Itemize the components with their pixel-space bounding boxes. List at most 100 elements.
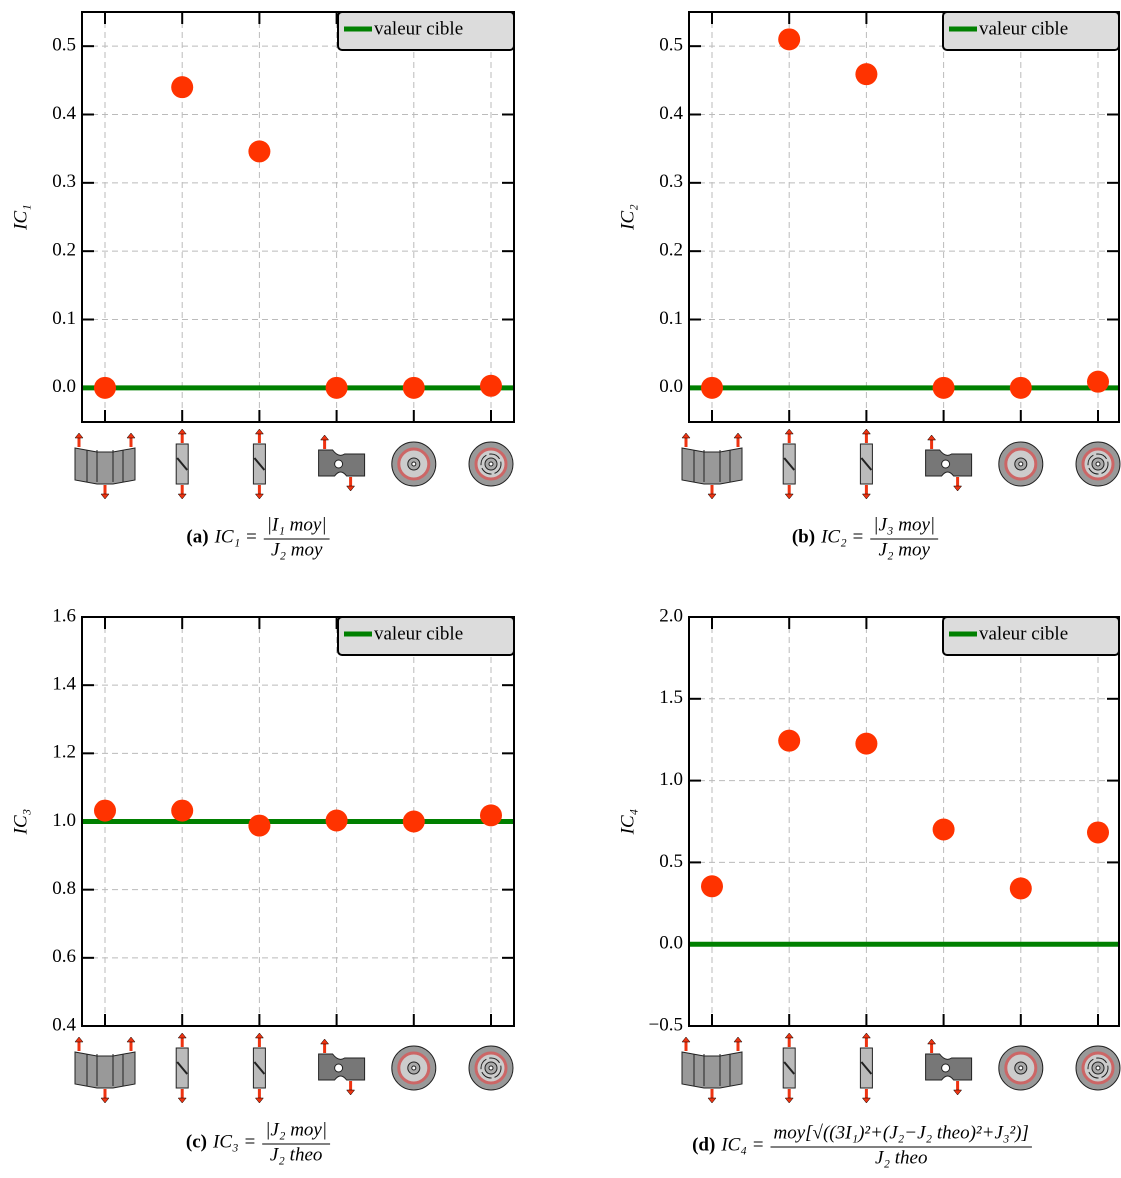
point [248, 814, 271, 837]
category-icon [859, 1032, 873, 1104]
caption-denominator: J₂ theo [875, 1147, 928, 1168]
caption-label: (a) [186, 526, 208, 547]
caption-numerator: |J₂ moy| [265, 1119, 327, 1140]
category-icon [391, 441, 437, 487]
category-icon [681, 1036, 743, 1104]
legend-label: valeur cible [374, 623, 463, 644]
category-icon [1075, 1045, 1121, 1091]
icon-line [860, 457, 873, 471]
icon-hole [488, 461, 494, 467]
y-axis-label: IC₂ [617, 204, 638, 231]
icon-hole [334, 1063, 344, 1073]
y-tick-label: 1.4 [52, 674, 76, 695]
point [171, 76, 194, 99]
icon-hole [411, 461, 417, 467]
category-icon [782, 1032, 796, 1104]
caption-denominator: J₂ moy [878, 539, 930, 560]
icon-arrow-head [177, 428, 187, 435]
caption-label: (d) [692, 1134, 715, 1155]
point [701, 376, 723, 399]
legend-box [337, 616, 515, 656]
y-tick-label: 1.0 [52, 810, 76, 831]
point [325, 809, 348, 832]
y-tick-label: 0.5 [659, 851, 683, 872]
icon-ring [480, 453, 502, 475]
caption-numerator: |I₁ moy| [267, 514, 327, 535]
icon-hole [941, 459, 951, 469]
icon-arrow-head [861, 1097, 871, 1104]
caption-denominator: J₂ moy [271, 539, 323, 560]
icon-arrow-head [74, 1036, 84, 1043]
legend-label: valeur cible [979, 623, 1068, 644]
category-icon [468, 441, 514, 487]
category-icon [74, 1036, 136, 1104]
y-tick-label: 0.0 [659, 933, 683, 954]
y-tick-label: 0.4 [52, 1014, 76, 1035]
y-tick-label: 0.3 [52, 171, 76, 192]
icon-arrow-head [320, 1038, 330, 1045]
icon-line [176, 1061, 188, 1075]
icon-arrow-head [100, 493, 110, 500]
legend-label: valeur cible [979, 18, 1068, 39]
category-icon [252, 428, 266, 500]
category-icon [391, 1045, 437, 1091]
icon-line [783, 457, 795, 471]
y-tick-label: 0.2 [659, 240, 683, 261]
icon-ring [1087, 1057, 1109, 1079]
point [1087, 370, 1109, 393]
category-icon [1075, 441, 1121, 487]
icon-shape [74, 447, 136, 485]
plot-frame [81, 616, 515, 1027]
y-tick-label: 0.3 [659, 171, 683, 192]
icon-arrow-head [254, 428, 264, 435]
caption: (b) IC₂ = |J₃ moy| J₂ moy [792, 514, 939, 560]
y-axis-label: IC₃ [10, 809, 31, 836]
plot-frame [688, 11, 1120, 423]
caption-label: (b) [792, 526, 815, 547]
icon-shape [681, 447, 743, 485]
y-tick-label: 0.0 [659, 376, 683, 397]
legend-box [942, 616, 1120, 656]
y-axis-label: IC₄ [617, 809, 638, 836]
category-icon [859, 428, 873, 500]
icon-shape [681, 1051, 743, 1089]
icon-arrow-head [346, 485, 356, 492]
icon-arrow-head [861, 1032, 871, 1039]
caption-lhs: IC₁ = [214, 526, 258, 547]
y-tick-label: 0.1 [52, 308, 76, 329]
icon-arrow-head [177, 493, 187, 500]
point [480, 374, 502, 397]
caption-numerator: moy[√((3I₁)²+(J₂−J₂ theo)²+J₃²)] [774, 1122, 1029, 1143]
category-icon [925, 434, 973, 492]
icon-arrow-head [681, 432, 691, 439]
icon-arrow-head [784, 428, 794, 435]
category-icon [681, 432, 743, 500]
category-icon [998, 1045, 1044, 1091]
caption-numerator: |J₃ moy| [873, 514, 935, 535]
icon-arrow-head [177, 1097, 187, 1104]
y-tick-label: 0.0 [52, 376, 76, 397]
panel: 0.0 0.1 0.2 0.3 0.4 0.5 valeur cible IC₁ (a) IC₁ … [10, 11, 515, 560]
icon-arrow-head [953, 1089, 963, 1096]
category-icon [175, 1032, 189, 1104]
category-icon [782, 428, 796, 500]
y-tick-label: 0.1 [659, 308, 683, 329]
icon-arrow-head [861, 428, 871, 435]
icon-arrow-head [346, 1089, 356, 1096]
caption-lhs: IC₄ = [720, 1134, 764, 1155]
point [94, 376, 116, 399]
icon-hole [1095, 461, 1101, 467]
icon-line [176, 457, 188, 471]
point [1009, 877, 1032, 900]
icon-arrow-head [254, 1097, 264, 1104]
y-tick-label: 1.5 [659, 687, 683, 708]
point [932, 818, 955, 841]
icon-ring [480, 1057, 502, 1079]
icon-arrow-head [74, 432, 84, 439]
caption-lhs: IC₃ = [212, 1131, 256, 1152]
icon-line [783, 1061, 795, 1075]
category-icon [468, 1045, 514, 1091]
y-tick-label: 1.6 [52, 605, 76, 626]
y-tick-label: 0.2 [52, 240, 76, 261]
category-icon [318, 434, 366, 492]
